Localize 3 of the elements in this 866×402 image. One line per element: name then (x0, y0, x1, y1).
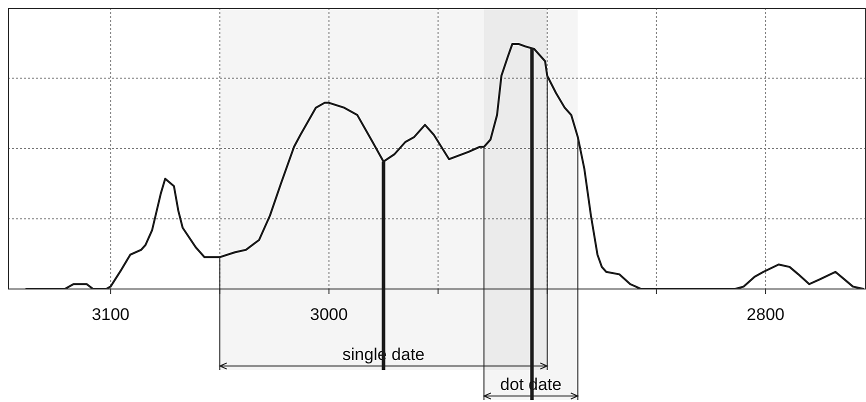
x-tick-label: 3000 (310, 305, 348, 324)
x-tick-label: 3100 (92, 305, 130, 324)
x-tick-label: 2800 (746, 305, 784, 324)
